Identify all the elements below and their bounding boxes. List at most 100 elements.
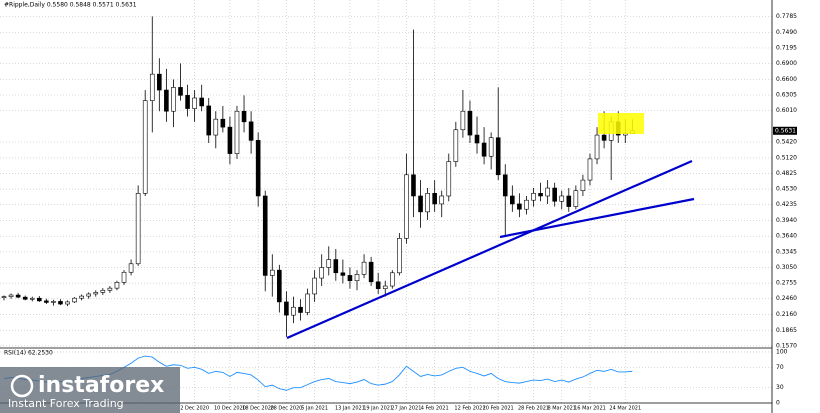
candle-body xyxy=(368,261,374,283)
x-tick-label: 10 Dec 2020 xyxy=(214,406,246,412)
candle-body xyxy=(65,301,70,305)
candle-body xyxy=(29,297,35,300)
brand: instaforex xyxy=(38,373,164,398)
y-tick-label: 0.3940 xyxy=(776,217,797,224)
y-tick-label: 0.5120 xyxy=(776,154,797,161)
candle-body xyxy=(51,301,56,303)
candle-body xyxy=(397,238,402,274)
candle-body xyxy=(446,161,452,197)
candle-body xyxy=(8,294,14,297)
candle-body xyxy=(488,137,494,157)
candle-body xyxy=(234,110,240,154)
candle-body xyxy=(361,261,367,275)
candle-body xyxy=(517,203,522,210)
candle-body xyxy=(481,142,487,157)
x-tick-label: 27 Jan 2021 xyxy=(391,406,421,412)
candle-body xyxy=(354,274,360,282)
y-tick-label: 0.7785 xyxy=(776,13,797,20)
rsi-title: RSI(14) 62.2530 xyxy=(4,350,53,357)
candle-body xyxy=(255,140,261,197)
candle-body xyxy=(44,300,49,303)
watermark: instaforex Instant Forex Trading xyxy=(0,367,180,413)
y-tick-label: 0.5420 xyxy=(776,138,797,145)
candle-body xyxy=(432,193,437,205)
candle-body xyxy=(291,306,296,316)
candle-body xyxy=(36,297,42,302)
x-tick-label: 28 Dec 2020 xyxy=(270,406,302,412)
y-tick-label: 0.6305 xyxy=(776,92,797,99)
y-tick-label: 0.6600 xyxy=(776,76,797,83)
candle-body xyxy=(333,259,339,274)
price-label: 0.5631 xyxy=(775,127,796,134)
candle-body xyxy=(502,174,508,197)
candle-body xyxy=(86,293,92,297)
y-tick-label: 0.2460 xyxy=(776,295,797,302)
candle-body xyxy=(305,293,310,313)
x-tick-label: 13 Jan 2021 xyxy=(335,406,365,412)
x-tick-label: 19 Jan 2021 xyxy=(363,406,393,412)
candle-body xyxy=(573,190,579,207)
y-tick-label: 0.7490 xyxy=(776,29,797,36)
candle-body xyxy=(100,289,106,293)
candle-body xyxy=(277,269,282,303)
candle-body xyxy=(1,296,7,298)
tagline: Instant Forex Trading xyxy=(8,397,124,410)
candle-body xyxy=(467,110,473,136)
candle-body xyxy=(418,195,423,213)
candle-body xyxy=(566,195,572,207)
candle-body xyxy=(319,267,325,279)
x-tick-label: 2 Dec 2020 xyxy=(180,406,209,412)
candle-body xyxy=(601,134,607,141)
candle-body xyxy=(114,282,120,289)
y-tick-label: 0.1865 xyxy=(776,327,797,334)
y-tick-label: 30 xyxy=(776,384,784,391)
candle-body xyxy=(79,295,84,299)
candle-body xyxy=(269,269,275,276)
x-tick-label: 16 Mar 2021 xyxy=(574,406,606,412)
candle-body xyxy=(262,195,268,276)
candle-body xyxy=(93,292,99,295)
x-tick-label: 24 Mar 2021 xyxy=(609,406,641,412)
candle-body xyxy=(531,193,536,201)
candle-body xyxy=(312,277,317,295)
candle-body xyxy=(227,126,233,154)
candle-body xyxy=(552,187,557,202)
candle-body xyxy=(107,287,113,291)
marks xyxy=(1,16,635,391)
candle-body xyxy=(22,296,28,300)
chart-title: #Ripple,Daily 0.5580 0.5848 0.5571 0.563… xyxy=(4,2,137,9)
y-tick-label: 0.6900 xyxy=(776,60,797,67)
y-tick-label: 100 xyxy=(776,349,788,356)
trendline xyxy=(499,197,695,239)
y-tick-label: 70 xyxy=(776,364,784,371)
candle-body xyxy=(425,193,430,213)
candle-body xyxy=(248,121,254,141)
candle-body xyxy=(128,263,134,273)
y-tick-label: 0.2755 xyxy=(776,280,797,287)
y-tick-label: 0.7195 xyxy=(776,44,797,51)
candle-body xyxy=(298,306,303,313)
candle-body xyxy=(241,110,247,123)
candle-body xyxy=(340,272,346,276)
candle-body xyxy=(178,87,183,96)
x-tick-label: 5 Jan 2021 xyxy=(301,406,328,412)
candle-body xyxy=(460,110,466,131)
candle-body xyxy=(213,118,219,136)
candle-body xyxy=(135,193,141,265)
candle-body xyxy=(142,100,148,194)
x-tick-label: 18 Dec 2020 xyxy=(242,406,274,412)
price-label-bg xyxy=(773,126,797,135)
candle-body xyxy=(164,89,169,112)
y-tick-label: 0 xyxy=(776,400,780,407)
candle-body xyxy=(375,281,381,289)
x-tick-label: 8 Mar 2021 xyxy=(547,406,576,412)
candle-body xyxy=(157,73,162,91)
candle-body xyxy=(474,134,480,144)
candle-body xyxy=(284,301,289,316)
candle-body xyxy=(453,129,459,162)
candle-body xyxy=(559,195,565,202)
candle-body xyxy=(192,97,197,109)
candle-body xyxy=(347,275,353,282)
